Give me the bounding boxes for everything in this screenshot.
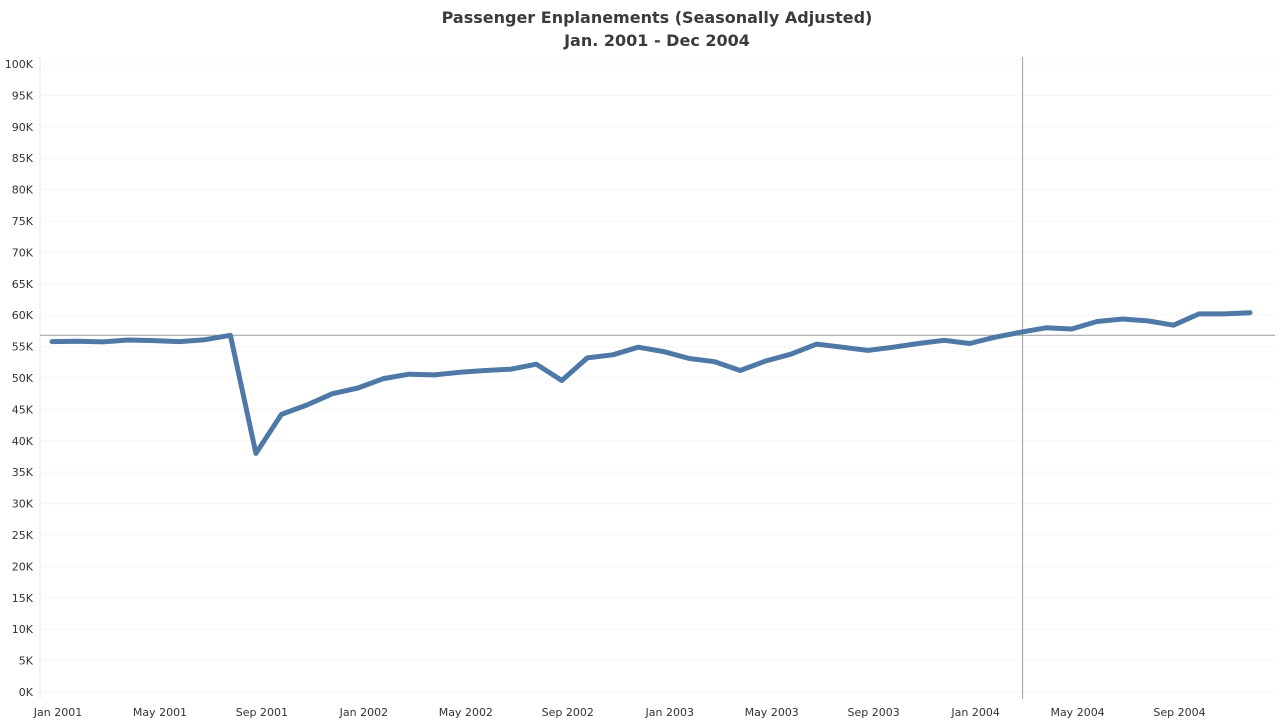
series-line (49, 310, 1253, 456)
data-point (1248, 310, 1253, 315)
data-point (457, 370, 462, 375)
chart-title-block: Passenger Enplanements (Seasonally Adjus… (0, 6, 1280, 52)
data-point (151, 338, 156, 343)
grid (39, 57, 1275, 699)
x-tick-label: May 2004 (1050, 706, 1104, 719)
data-point (687, 356, 692, 361)
y-tick-label: 0K (19, 686, 34, 699)
data-point (1044, 325, 1049, 330)
y-tick-label: 45K (12, 403, 34, 416)
data-point (559, 378, 564, 383)
data-point (508, 367, 513, 372)
y-tick-label: 20K (12, 560, 34, 573)
y-tick-label: 95K (12, 89, 34, 102)
data-point (406, 372, 411, 377)
data-point (1069, 327, 1074, 332)
x-axis: Jan 2001 May 2001 Sep 2001 Jan 2002 May 2002… (33, 706, 1206, 719)
series-group (49, 310, 1253, 456)
y-tick-label: 55K (12, 341, 34, 354)
y-tick-label: 5K (19, 655, 34, 668)
y-tick-label: 30K (12, 498, 34, 511)
x-tick-label: Sep 2003 (848, 706, 900, 719)
data-point (738, 368, 743, 373)
x-tick-label: Jan 2003 (645, 706, 694, 719)
data-point (100, 339, 105, 344)
data-point (1171, 323, 1176, 328)
data-point (1095, 319, 1100, 324)
data-point (330, 391, 335, 396)
data-point (967, 341, 972, 346)
y-tick-label: 65K (12, 278, 34, 291)
y-tick-label: 85K (12, 152, 34, 165)
data-point (1146, 318, 1151, 323)
x-tick-label: May 2003 (745, 706, 799, 719)
data-point (942, 338, 947, 343)
data-point (661, 349, 666, 354)
data-point (891, 345, 896, 350)
x-tick-label: Sep 2004 (1153, 706, 1205, 719)
y-tick-label: 25K (12, 529, 34, 542)
data-point (814, 342, 819, 347)
data-point (253, 451, 258, 456)
data-point (712, 359, 717, 364)
data-point (75, 339, 80, 344)
data-point (534, 362, 539, 367)
data-point (636, 345, 641, 350)
y-tick-label: 15K (12, 592, 34, 605)
data-point (865, 348, 870, 353)
y-tick-label: 35K (12, 466, 34, 479)
data-point (993, 335, 998, 340)
data-point (177, 339, 182, 344)
x-tick-label: May 2002 (439, 706, 493, 719)
x-tick-label: Jan 2004 (950, 706, 999, 719)
y-tick-label: 50K (12, 372, 34, 385)
data-point (840, 345, 845, 350)
data-point (1222, 311, 1227, 316)
y-axis: 0K 5K 10K 15K 20K 25K 30K 35K 40K 45K 50K 55K 60K 65K… (5, 58, 34, 699)
y-tick-label: 10K (12, 623, 34, 636)
data-point (916, 341, 921, 346)
data-point (585, 355, 590, 360)
reference-lines (40, 57, 1275, 699)
data-point (1120, 316, 1125, 321)
x-tick-label: May 2001 (133, 706, 187, 719)
data-point (50, 339, 55, 344)
y-tick-label: 75K (12, 215, 34, 228)
x-tick-label: Jan 2001 (33, 706, 82, 719)
data-point (355, 386, 360, 391)
x-tick-label: Jan 2002 (339, 706, 388, 719)
x-tick-label: Sep 2001 (236, 706, 288, 719)
y-tick-label: 80K (12, 184, 34, 197)
chart-title: Passenger Enplanements (Seasonally Adjus… (441, 8, 873, 27)
y-tick-label: 100K (5, 58, 34, 71)
data-point (381, 376, 386, 381)
chart-subtitle: Jan. 2001 - Dec 2004 (564, 31, 750, 50)
data-point (763, 359, 768, 364)
y-tick-label: 40K (12, 435, 34, 448)
data-point (126, 338, 131, 343)
data-point (483, 368, 488, 373)
data-point (1018, 330, 1023, 335)
data-point (279, 412, 284, 417)
data-point (202, 337, 207, 342)
data-point (228, 333, 233, 338)
data-point (432, 372, 437, 377)
y-tick-label: 70K (12, 246, 34, 259)
data-point (789, 352, 794, 357)
data-point (304, 403, 309, 408)
x-tick-label: Sep 2002 (542, 706, 594, 719)
y-tick-label: 90K (12, 121, 34, 134)
data-point (610, 352, 615, 357)
data-point (1197, 311, 1202, 316)
y-tick-label: 60K (12, 309, 34, 322)
